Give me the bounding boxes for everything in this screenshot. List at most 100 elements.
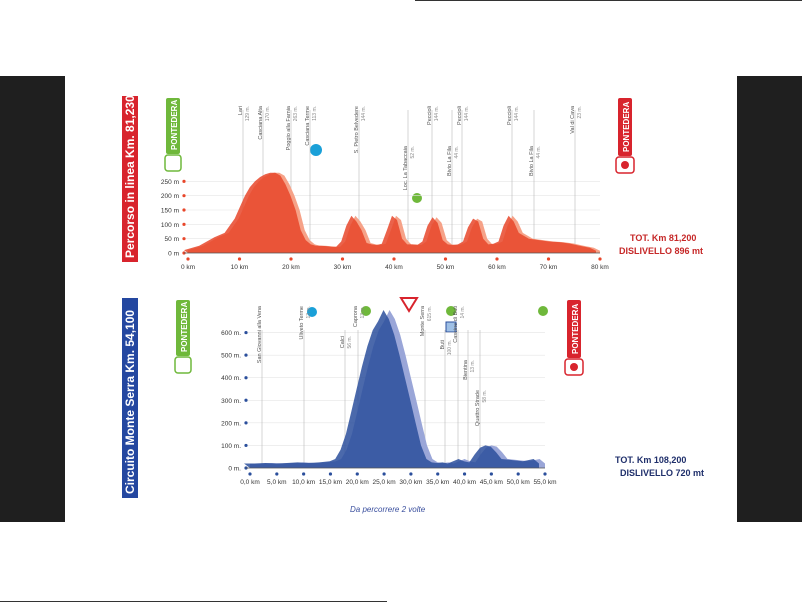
x-tick-dot — [340, 257, 345, 261]
waypoint-alt: 23 m. — [577, 106, 583, 119]
waypoint-alt: 14 m. — [460, 306, 466, 319]
x-tick-label: 35,0 km — [426, 479, 449, 486]
waypoint-name: Casciana Alta — [258, 105, 264, 140]
y-tick-dot — [244, 398, 248, 402]
finish-target-icon — [570, 363, 578, 371]
x-tick-dot — [328, 472, 333, 476]
x-tick-label: 45,0 km — [480, 479, 503, 486]
chart2-sprint-icon — [538, 306, 548, 316]
chart2-finish-badge — [567, 300, 581, 358]
chart2-feed-icon — [307, 307, 317, 317]
chart1-title: Percorso in linea Km. 81,230 — [123, 95, 137, 258]
waypoint-name: Loc. La Tabaccaia — [403, 145, 409, 190]
waypoint-name: Quattro Strade — [475, 390, 481, 426]
chart1-finish-label: PONTEDERA — [622, 102, 631, 152]
y-tick-label: 0 m — [168, 251, 179, 258]
waypoint-alt: 263 m. — [293, 106, 299, 121]
start-flag-icon — [164, 154, 182, 172]
x-tick-dot — [516, 472, 520, 476]
waypoint-name: Val di Cava — [570, 105, 576, 134]
x-tick-dot — [289, 257, 293, 261]
x-tick-label: 0,0 km — [240, 479, 260, 486]
waypoint-name: Poggio alla Farnia — [286, 105, 292, 150]
y-tick-dot — [244, 330, 248, 335]
y-tick-label: 50 m — [165, 236, 179, 243]
x-tick-dot — [543, 472, 547, 476]
x-tick-dot — [436, 472, 440, 476]
waypoint-alt: 170 m. — [265, 106, 271, 121]
y-tick-label: 100 m. — [221, 443, 241, 450]
waypoint-alt: 13 m. — [470, 360, 476, 373]
waypoint-name: Peccioli — [507, 106, 513, 125]
y-tick-dot — [244, 443, 248, 448]
waypoint-alt: 13 m. — [306, 306, 312, 319]
y-tick-label: 100 m — [161, 222, 179, 229]
x-tick-dot — [495, 257, 499, 261]
y-tick-label: 400 m. — [221, 375, 241, 382]
waypoint-name: San Giovanni alla Vena — [257, 305, 263, 363]
y-tick-dot — [182, 179, 186, 183]
waypoint-name: Peccioli — [427, 106, 433, 125]
start-flag-icon — [174, 356, 192, 374]
y-tick-dot — [182, 208, 186, 212]
x-tick-dot — [248, 472, 252, 476]
waypoint-name: Bivio La Fila — [447, 145, 453, 176]
x-tick-dot — [443, 257, 448, 261]
waypoint-alt: 100 m. — [447, 340, 453, 355]
chart2-title: Circuito Monte Serra Km. 54,100 — [123, 310, 137, 494]
chart1-start-label: PONTEDERA — [170, 100, 179, 150]
y-tick-label: 300 m. — [221, 398, 241, 405]
waypoint-name: Buti — [440, 340, 446, 349]
chart2-start-badge — [176, 300, 190, 356]
waypoint-alt: 615 m. — [427, 306, 433, 321]
y-tick-label: 600 m. — [221, 330, 241, 337]
waypoint-alt: 58 m. — [482, 390, 488, 403]
x-tick-label: 30 km — [334, 264, 352, 271]
chart1-climb: DISLIVELLO 896 mt — [619, 246, 703, 256]
y-tick-label: 250 m — [161, 179, 179, 186]
waypoint-name: S. Pietro Belvedere — [354, 106, 360, 153]
x-tick-label: 60 km — [488, 264, 506, 271]
profile-shade — [244, 310, 539, 468]
chart1-sprint-icon — [412, 193, 422, 203]
waypoint-name: Casciana Terme — [305, 106, 311, 146]
waypoint-name: Monte Serra — [420, 305, 426, 336]
waypoint-alt: 44 m. — [454, 146, 460, 159]
x-tick-label: 40,0 km — [453, 479, 476, 486]
x-tick-label: 80 km — [591, 264, 609, 271]
x-tick-label: 15,0 km — [319, 479, 342, 486]
y-tick-label: 500 m. — [221, 353, 241, 360]
chart2-finish-label: PONTEDERA — [571, 304, 580, 354]
waypoint-name: Bientina — [463, 359, 469, 380]
y-tick-dot — [244, 376, 248, 380]
chart1-title-bar — [122, 96, 138, 262]
waypoint-name: Peccioli — [457, 106, 463, 125]
x-tick-label: 20,0 km — [346, 479, 369, 486]
x-tick-dot — [302, 472, 306, 476]
chart2-sprint-icon — [361, 306, 371, 316]
profile-shade — [184, 172, 596, 253]
chart1: Percorso in linea Km. 81,230 PONTEDERA P… — [122, 95, 703, 271]
chart1-total: TOT. Km 81,200 — [630, 233, 696, 243]
y-tick-label: 150 m — [161, 208, 179, 215]
danger-icon — [445, 321, 457, 333]
waypoint-alt: 52 m. — [410, 146, 416, 159]
x-tick-dot — [275, 472, 279, 476]
x-tick-dot — [462, 472, 467, 476]
x-tick-dot — [382, 472, 386, 476]
x-tick-label: 25,0 km — [373, 479, 396, 486]
chart2: Circuito Monte Serra Km. 54,100 PONTEDER… — [122, 297, 704, 514]
waypoint-name: Cascine di Buti — [453, 306, 459, 343]
x-tick-label: 70 km — [540, 264, 558, 271]
x-tick-dot — [546, 257, 551, 261]
y-tick-label: 200 m — [161, 193, 179, 200]
waypoint-alt: 129 m. — [245, 106, 251, 121]
chart1-finish-badge — [618, 98, 632, 156]
x-tick-dot — [598, 257, 602, 261]
waypoint-alt: 144 m. — [361, 106, 367, 121]
y-tick-dot — [182, 222, 186, 226]
x-tick-label: 50 km — [437, 264, 455, 271]
x-tick-label: 55,0 km — [533, 479, 556, 486]
waypoint-alt: 13 m. — [360, 306, 366, 319]
